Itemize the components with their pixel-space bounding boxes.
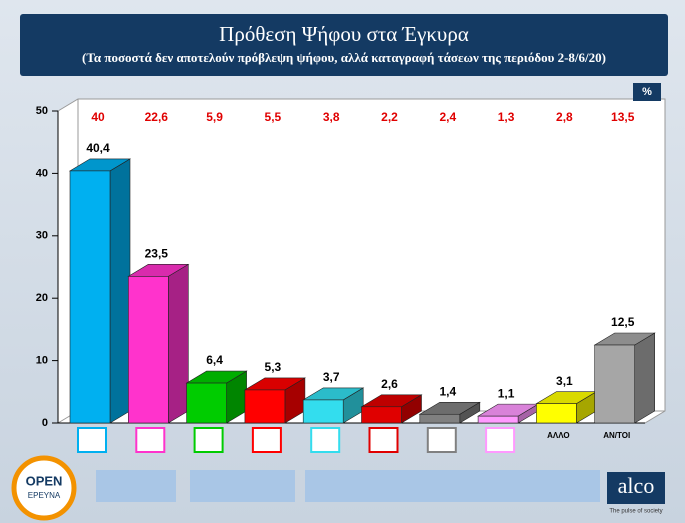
x-tick-label: ΑΝ/ΤΟΙ	[603, 431, 630, 440]
y-tick-label: 40	[36, 167, 48, 179]
data-label: 12,5	[611, 315, 635, 329]
brand-box	[607, 472, 665, 504]
bar	[536, 403, 577, 424]
data-label: 6,4	[206, 353, 223, 367]
footer-block	[96, 470, 176, 502]
y-tick-label: 30	[36, 230, 48, 242]
data-label: 1,4	[439, 384, 456, 398]
unit-label: %	[642, 86, 652, 98]
open-logo-subtext: ΕΡΕΥΝΑ	[28, 491, 61, 500]
bar	[244, 389, 286, 424]
x-tick-label: ΑΛΛΟ	[547, 431, 569, 440]
brand-tagline: The pulse of society	[609, 509, 662, 515]
previous-label: 1,3	[498, 110, 515, 124]
previous-label: 2,8	[556, 110, 573, 124]
previous-label: 40	[91, 110, 105, 124]
bar	[302, 399, 344, 424]
bar	[477, 415, 519, 424]
y-tick-label: 50	[36, 105, 48, 117]
bar-side	[109, 158, 131, 424]
party-logo	[251, 427, 282, 453]
previous-label: 22,6	[145, 110, 169, 124]
bar-side	[168, 263, 189, 424]
title-banner	[20, 14, 668, 76]
party-logo	[135, 427, 166, 453]
open-logo	[11, 455, 77, 521]
data-label: 40,4	[86, 141, 110, 155]
footer-block	[190, 470, 295, 502]
bar	[128, 276, 169, 424]
footer-block	[305, 470, 600, 502]
bar-side	[634, 332, 656, 424]
bar	[69, 170, 111, 424]
data-label: 2,6	[381, 377, 398, 391]
y-tick-label: 10	[36, 355, 48, 367]
unit-box	[633, 83, 661, 101]
bar	[594, 344, 636, 424]
party-logo	[77, 427, 107, 453]
party-logo	[426, 427, 457, 453]
chart-subtitle: (Τα ποσοστά δεν αποτελούν πρόβλεψη ψήφου…	[82, 50, 606, 65]
data-label: 3,7	[323, 370, 340, 384]
open-logo-text: OPEN	[26, 473, 63, 488]
footer: alco The pulse of society OPEN ΕΡΕΥΝΑ	[11, 455, 665, 521]
previous-label: 5,5	[265, 110, 282, 124]
bar	[186, 382, 227, 424]
party-logo	[193, 427, 224, 453]
party-logo	[485, 427, 516, 453]
data-label: 23,5	[145, 247, 169, 261]
bar	[419, 413, 461, 424]
chart-title: Πρόθεση Ψήφου στα Έγκυρα	[219, 22, 469, 46]
y-tick-label: 20	[36, 292, 48, 304]
previous-label: 13,5	[611, 110, 635, 124]
previous-label: 5,9	[206, 110, 223, 124]
previous-label: 2,2	[381, 110, 398, 124]
y-tick-label: 0	[42, 417, 48, 429]
data-label: 1,1	[498, 386, 515, 400]
bar	[361, 406, 402, 424]
party-logo	[310, 427, 341, 453]
previous-label: 3,8	[323, 110, 340, 124]
party-logo	[368, 427, 399, 453]
previous-label: 2,4	[439, 110, 456, 124]
data-label: 3,1	[556, 374, 573, 388]
brand-name: alco	[618, 473, 655, 498]
data-label: 5,3	[265, 360, 282, 374]
